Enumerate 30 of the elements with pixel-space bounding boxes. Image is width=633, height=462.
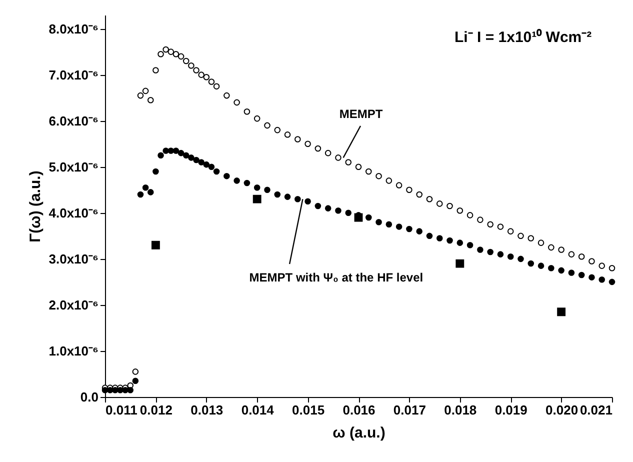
y-tick-label: 3.0x10⁻⁶ [48, 251, 99, 266]
x-tick-label: 0.015 [292, 402, 325, 418]
point [557, 308, 566, 316]
point [354, 213, 363, 222]
y-axis-title: Γ(ω) (a.u.) [26, 170, 44, 242]
point [456, 259, 464, 268]
x-tick-label: 0.011 [106, 402, 138, 418]
y-tick-label: 0.0 [80, 390, 98, 404]
y-tick-label: 7.0x10⁻⁶ [48, 67, 99, 82]
y-tick-label: 8.0x10⁻⁶ [48, 21, 99, 36]
x-tick-label: 0.021 [580, 402, 612, 418]
text: Li⁻ I = 1x10¹⁰ Wcm⁻² [454, 28, 592, 46]
x-tick-label: 0.016 [342, 402, 376, 418]
point [252, 194, 262, 204]
x-tick-label: 0.012 [140, 402, 172, 418]
y-tick-label: 6.0x10⁻⁶ [48, 113, 99, 128]
y-tick-label: 2.0x10⁻⁶ [48, 297, 99, 312]
y-tick-label: 5.0x10⁻⁶ [48, 159, 99, 174]
y-tick-label: 4.0x10⁻⁶ [48, 205, 99, 220]
annotation: MEMPT with Ψ₀ at the HF level [249, 270, 424, 284]
point [151, 240, 160, 250]
x-tick-label: 0.018 [444, 402, 477, 418]
x-tick-label: 0.017 [393, 402, 426, 418]
x-tick-label: 0.019 [494, 402, 528, 418]
annotation: MEMPT [339, 106, 384, 121]
x-tick-label: 0.020 [546, 402, 578, 418]
x-tick-label: 0.013 [190, 402, 224, 418]
x-tick-label: 0.014 [241, 402, 275, 418]
y-tick-label: 1.0x10⁻⁶ [48, 343, 99, 358]
x-axis-title: ω (a.u.) [332, 424, 386, 442]
